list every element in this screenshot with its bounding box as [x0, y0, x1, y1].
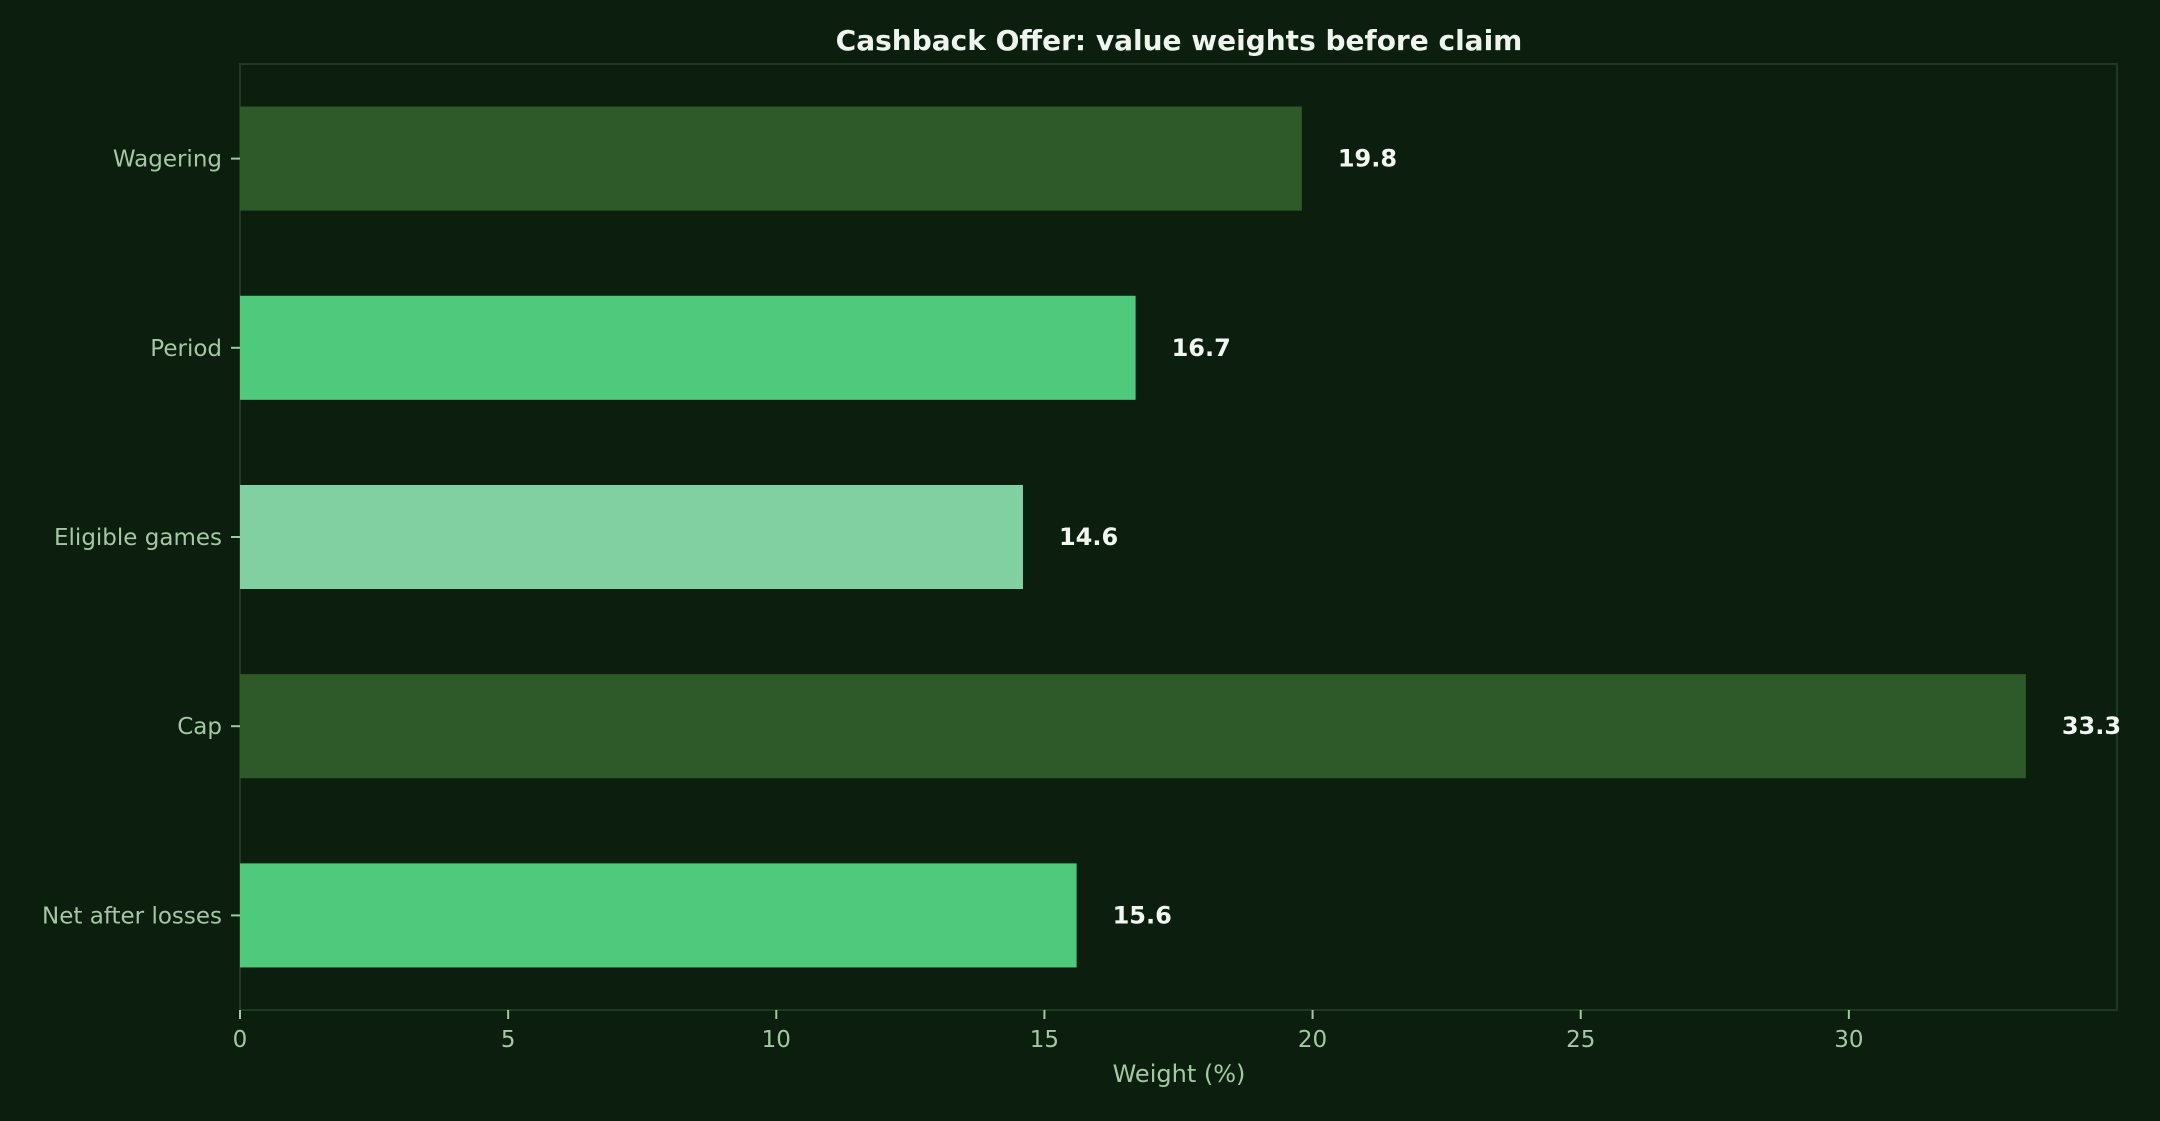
x-tick-label-15: 15: [1030, 1027, 1059, 1053]
x-axis-label: Weight (%): [1113, 1060, 1246, 1088]
bars: [240, 106, 2026, 968]
bar-period: [240, 295, 1136, 400]
x-tick-label-0: 0: [233, 1027, 248, 1053]
y-tick-label-net-after-losses: Net after losses: [42, 903, 222, 929]
chart-title: Cashback Offer: value weights before cla…: [836, 24, 1523, 57]
value-label-net-after-losses: 15.6: [1113, 901, 1172, 929]
value-labels: 19.8 16.7 14.6 33.3 15.6: [1059, 145, 2121, 930]
x-tick-label-30: 30: [1834, 1027, 1863, 1053]
bar-eligible-games: [240, 484, 1023, 590]
value-label-wagering: 19.8: [1338, 145, 1397, 173]
value-label-cap: 33.3: [2062, 712, 2121, 740]
bar-net-after-losses: [240, 863, 1077, 968]
x-tick-label-5: 5: [501, 1027, 516, 1053]
y-axis: Wagering Period Eligible games Cap Net after…: [42, 147, 240, 929]
bar-cap: [240, 674, 2026, 779]
x-tick-label-20: 20: [1298, 1027, 1327, 1053]
y-tick-label-eligible-games: Eligible games: [54, 525, 222, 551]
y-tick-label-period: Period: [150, 336, 222, 362]
y-tick-label-cap: Cap: [177, 714, 222, 740]
y-tick-label-wagering: Wagering: [113, 147, 222, 173]
value-label-period: 16.7: [1172, 334, 1231, 362]
x-tick-label-25: 25: [1566, 1027, 1595, 1053]
value-label-eligible-games: 14.6: [1059, 523, 1118, 551]
x-tick-label-10: 10: [762, 1027, 791, 1053]
x-axis: 0 5 10 15 20 25 30: [233, 1010, 1863, 1053]
bar-wagering: [240, 106, 1302, 211]
